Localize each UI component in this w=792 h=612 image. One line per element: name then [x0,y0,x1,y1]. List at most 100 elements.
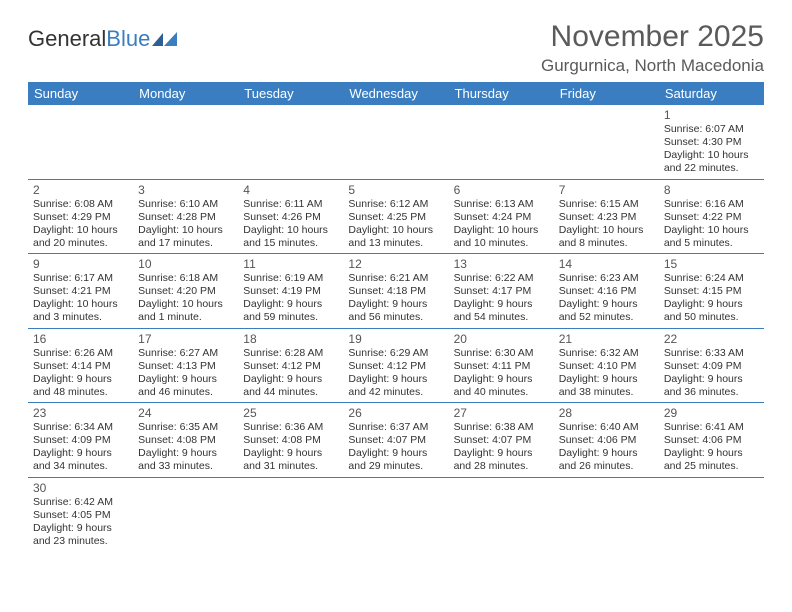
sunset-line: Sunset: 4:19 PM [243,285,338,298]
day-number: 16 [33,332,128,346]
calendar-cell [449,477,554,551]
calendar-cell: 21Sunrise: 6:32 AMSunset: 4:10 PMDayligh… [554,328,659,403]
sunset-line: Sunset: 4:10 PM [559,360,654,373]
day-number: 10 [138,257,233,271]
sunrise-line: Sunrise: 6:15 AM [559,198,654,211]
calendar-cell: 25Sunrise: 6:36 AMSunset: 4:08 PMDayligh… [238,403,343,478]
sunset-line: Sunset: 4:14 PM [33,360,128,373]
day-number: 24 [138,406,233,420]
sunrise-line: Sunrise: 6:19 AM [243,272,338,285]
calendar-body: 1Sunrise: 6:07 AMSunset: 4:30 PMDaylight… [28,105,764,551]
sunset-line: Sunset: 4:13 PM [138,360,233,373]
calendar-head: SundayMondayTuesdayWednesdayThursdayFrid… [28,82,764,105]
day-number: 20 [454,332,549,346]
sunset-line: Sunset: 4:12 PM [348,360,443,373]
sunrise-line: Sunrise: 6:18 AM [138,272,233,285]
page-header: GeneralBlue November 2025 Gurgurnica, No… [28,20,764,76]
calendar-cell: 16Sunrise: 6:26 AMSunset: 4:14 PMDayligh… [28,328,133,403]
sunrise-line: Sunrise: 6:36 AM [243,421,338,434]
sunrise-line: Sunrise: 6:08 AM [33,198,128,211]
calendar-cell: 30Sunrise: 6:42 AMSunset: 4:05 PMDayligh… [28,477,133,551]
calendar-cell: 8Sunrise: 6:16 AMSunset: 4:22 PMDaylight… [659,179,764,254]
daylight-line: Daylight: 9 hours and 56 minutes. [348,298,443,324]
sunset-line: Sunset: 4:06 PM [559,434,654,447]
day-number: 11 [243,257,338,271]
calendar-cell: 28Sunrise: 6:40 AMSunset: 4:06 PMDayligh… [554,403,659,478]
sunset-line: Sunset: 4:08 PM [138,434,233,447]
sunset-line: Sunset: 4:06 PM [664,434,759,447]
calendar-cell: 18Sunrise: 6:28 AMSunset: 4:12 PMDayligh… [238,328,343,403]
sunrise-line: Sunrise: 6:10 AM [138,198,233,211]
calendar-cell [343,105,448,179]
calendar-cell: 10Sunrise: 6:18 AMSunset: 4:20 PMDayligh… [133,254,238,329]
sunrise-line: Sunrise: 6:22 AM [454,272,549,285]
flag-icon [152,32,178,46]
daylight-line: Daylight: 10 hours and 20 minutes. [33,224,128,250]
calendar-cell: 4Sunrise: 6:11 AMSunset: 4:26 PMDaylight… [238,179,343,254]
calendar-cell: 24Sunrise: 6:35 AMSunset: 4:08 PMDayligh… [133,403,238,478]
sunset-line: Sunset: 4:26 PM [243,211,338,224]
calendar-table: SundayMondayTuesdayWednesdayThursdayFrid… [28,82,764,551]
calendar-cell: 12Sunrise: 6:21 AMSunset: 4:18 PMDayligh… [343,254,448,329]
logo: GeneralBlue [28,26,178,52]
daylight-line: Daylight: 10 hours and 1 minute. [138,298,233,324]
sunrise-line: Sunrise: 6:13 AM [454,198,549,211]
day-number: 8 [664,183,759,197]
day-header: Thursday [449,82,554,105]
day-number: 12 [348,257,443,271]
calendar-cell: 23Sunrise: 6:34 AMSunset: 4:09 PMDayligh… [28,403,133,478]
sunrise-line: Sunrise: 6:29 AM [348,347,443,360]
daylight-line: Daylight: 9 hours and 29 minutes. [348,447,443,473]
daylight-line: Daylight: 9 hours and 50 minutes. [664,298,759,324]
calendar-cell: 3Sunrise: 6:10 AMSunset: 4:28 PMDaylight… [133,179,238,254]
daylight-line: Daylight: 10 hours and 15 minutes. [243,224,338,250]
sunset-line: Sunset: 4:09 PM [33,434,128,447]
sunrise-line: Sunrise: 6:38 AM [454,421,549,434]
day-number: 25 [243,406,338,420]
day-number: 3 [138,183,233,197]
daylight-line: Daylight: 10 hours and 8 minutes. [559,224,654,250]
daylight-line: Daylight: 9 hours and 42 minutes. [348,373,443,399]
sunset-line: Sunset: 4:11 PM [454,360,549,373]
daylight-line: Daylight: 9 hours and 36 minutes. [664,373,759,399]
sunset-line: Sunset: 4:18 PM [348,285,443,298]
sunset-line: Sunset: 4:07 PM [454,434,549,447]
calendar-cell: 14Sunrise: 6:23 AMSunset: 4:16 PMDayligh… [554,254,659,329]
calendar-cell: 11Sunrise: 6:19 AMSunset: 4:19 PMDayligh… [238,254,343,329]
daylight-line: Daylight: 10 hours and 3 minutes. [33,298,128,324]
sunset-line: Sunset: 4:24 PM [454,211,549,224]
day-number: 19 [348,332,443,346]
daylight-line: Daylight: 10 hours and 5 minutes. [664,224,759,250]
day-number: 1 [664,108,759,122]
day-number: 13 [454,257,549,271]
calendar-cell: 26Sunrise: 6:37 AMSunset: 4:07 PMDayligh… [343,403,448,478]
day-number: 5 [348,183,443,197]
day-number: 9 [33,257,128,271]
sunrise-line: Sunrise: 6:40 AM [559,421,654,434]
sunset-line: Sunset: 4:25 PM [348,211,443,224]
day-number: 26 [348,406,443,420]
day-number: 6 [454,183,549,197]
daylight-line: Daylight: 9 hours and 40 minutes. [454,373,549,399]
daylight-line: Daylight: 10 hours and 17 minutes. [138,224,233,250]
calendar-cell: 6Sunrise: 6:13 AMSunset: 4:24 PMDaylight… [449,179,554,254]
sunset-line: Sunset: 4:09 PM [664,360,759,373]
sunset-line: Sunset: 4:16 PM [559,285,654,298]
sunset-line: Sunset: 4:29 PM [33,211,128,224]
daylight-line: Daylight: 9 hours and 25 minutes. [664,447,759,473]
calendar-cell [28,105,133,179]
calendar-cell [343,477,448,551]
daylight-line: Daylight: 9 hours and 48 minutes. [33,373,128,399]
daylight-line: Daylight: 9 hours and 26 minutes. [559,447,654,473]
day-number: 29 [664,406,759,420]
calendar-cell: 29Sunrise: 6:41 AMSunset: 4:06 PMDayligh… [659,403,764,478]
sunrise-line: Sunrise: 6:37 AM [348,421,443,434]
day-number: 22 [664,332,759,346]
sunset-line: Sunset: 4:08 PM [243,434,338,447]
daylight-line: Daylight: 9 hours and 52 minutes. [559,298,654,324]
sunrise-line: Sunrise: 6:17 AM [33,272,128,285]
calendar-cell [238,105,343,179]
day-header: Monday [133,82,238,105]
sunset-line: Sunset: 4:21 PM [33,285,128,298]
sunrise-line: Sunrise: 6:32 AM [559,347,654,360]
